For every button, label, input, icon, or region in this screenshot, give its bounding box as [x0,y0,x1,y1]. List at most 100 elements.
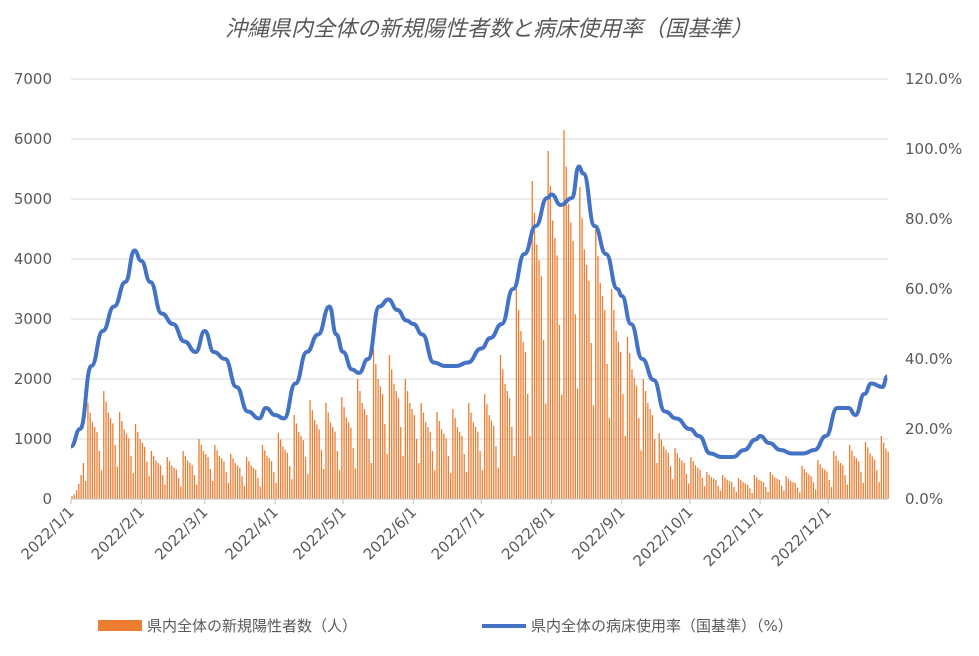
x-tick-label: 2022/3/1 [151,503,211,563]
bar [166,457,168,499]
bar [359,391,361,499]
bar [248,461,250,499]
bar [82,463,85,499]
bar [87,403,89,499]
y-left-tick-label: 2000 [14,370,52,388]
bar [821,467,824,499]
bar [626,337,629,499]
bar [860,472,862,499]
bar [257,478,259,499]
legend: 県内全体の新規陽性者数（人） 県内全体の病床使用率（国基準）（%） [98,617,793,635]
bar [742,482,744,499]
bar [728,481,731,499]
bar [703,486,706,499]
bar [309,400,311,499]
bar [817,460,819,499]
bar [361,403,363,499]
bar [325,403,327,499]
bar [597,256,599,499]
x-tick-label: 2022/8/1 [498,503,558,563]
bar [372,349,375,499]
bar [529,436,531,499]
bar [819,464,821,499]
bar [536,244,538,499]
bar [431,451,434,499]
chart-title: 沖縄県内全体の新規陽性者数と病床使用率（国基準） [225,17,753,42]
bar [699,469,701,499]
bar [404,379,406,499]
bar [706,472,708,499]
bar [216,450,218,499]
bar [595,229,597,499]
bar [790,481,792,499]
bar [672,479,674,499]
bar [631,369,633,499]
bar [388,355,391,499]
gridlines [71,78,888,440]
y-right-tick-label: 60.0% [905,280,953,298]
bar [94,427,96,499]
bar [225,472,227,499]
bar [119,412,121,499]
bar [397,398,400,499]
bar-series [71,130,889,500]
bar [592,405,595,499]
bar [552,220,554,499]
bar [556,255,558,499]
bar [629,353,631,499]
bar [443,433,445,499]
bar [366,415,368,499]
bar [85,481,87,499]
bar [694,465,697,499]
bar [760,481,762,499]
bar [298,431,300,499]
bar [123,429,125,499]
bar [479,451,481,499]
bar [343,407,345,499]
bar [590,343,592,499]
bar [554,238,556,499]
bar [200,445,202,499]
bar [864,442,867,499]
bar [746,484,749,499]
x-tick-label: 2022/12/1 [768,503,835,570]
bar [71,496,73,499]
bar [354,468,357,499]
bar [545,403,547,499]
bar [116,466,119,499]
bar [558,325,561,499]
bar [89,412,91,499]
bar [78,484,80,499]
bar [678,458,681,499]
bar [245,457,248,499]
bar [155,460,157,499]
x-tick-label: 2022/11/1 [700,503,767,570]
bar [520,331,522,499]
bar [293,415,295,499]
bar [724,477,726,499]
bar [427,427,429,499]
bar [100,470,103,499]
bar [853,455,855,499]
bar [493,425,495,499]
bar [357,379,359,499]
bar [202,451,205,499]
bar [660,439,663,499]
bar [386,454,388,499]
bar [266,455,268,499]
bar [649,409,651,499]
bar [547,151,549,499]
bar [207,457,209,499]
bar [221,458,223,499]
bar [796,487,799,499]
bar [313,419,316,499]
bar [481,470,484,499]
bar [162,475,164,499]
bar [329,422,332,499]
bar [517,310,520,499]
bar [579,187,581,499]
bar [610,289,613,499]
bar [697,467,699,499]
bar [465,472,468,499]
bar [767,491,769,499]
